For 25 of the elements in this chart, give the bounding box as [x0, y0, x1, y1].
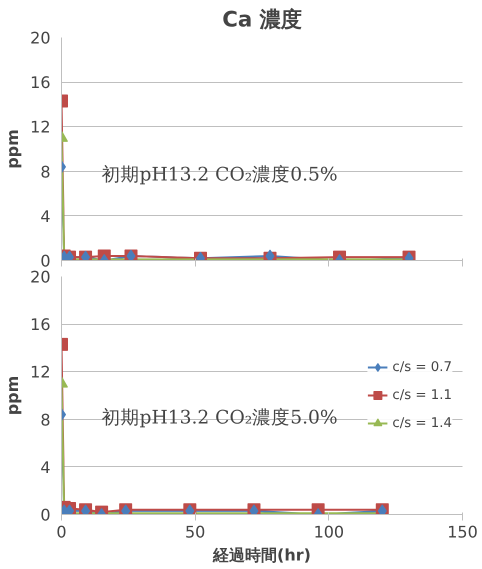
- x-tick-label: 0: [56, 522, 67, 542]
- y-tick-label: 12: [30, 362, 50, 382]
- legend-label: c/s = 1.4: [392, 416, 452, 430]
- x-axis-title: 経過時間(hr): [212, 546, 311, 564]
- y-tick-label: 0: [40, 252, 51, 270]
- y-axis-title: ppm: [3, 129, 22, 169]
- annotation: 初期pH13.2 CO₂濃度5.0%: [102, 406, 338, 428]
- y-tick-label: 20: [30, 28, 50, 48]
- legend-label: c/s = 1.1: [392, 388, 452, 402]
- y-axis-title: ppm: [3, 376, 22, 416]
- y-tick-label: 16: [30, 315, 50, 334]
- annotation: 初期pH13.2 CO₂濃度0.5%: [102, 164, 338, 186]
- legend-label: c/s = 0.7: [392, 360, 452, 374]
- y-tick-label: 0: [40, 506, 51, 524]
- x-tick-label: 50: [184, 522, 206, 542]
- chart-title: Ca 濃度: [222, 8, 302, 32]
- x-tick-label: 150: [447, 522, 478, 542]
- x-tick-label: 100: [314, 522, 344, 542]
- y-tick-label: 12: [30, 118, 50, 137]
- y-tick-label: 4: [40, 458, 51, 477]
- y-tick-label: 8: [40, 410, 51, 430]
- y-tick-label: 4: [40, 206, 51, 226]
- y-tick-label: 8: [40, 162, 51, 182]
- y-tick-label: 16: [30, 73, 50, 92]
- y-tick-label: 20: [30, 268, 50, 286]
